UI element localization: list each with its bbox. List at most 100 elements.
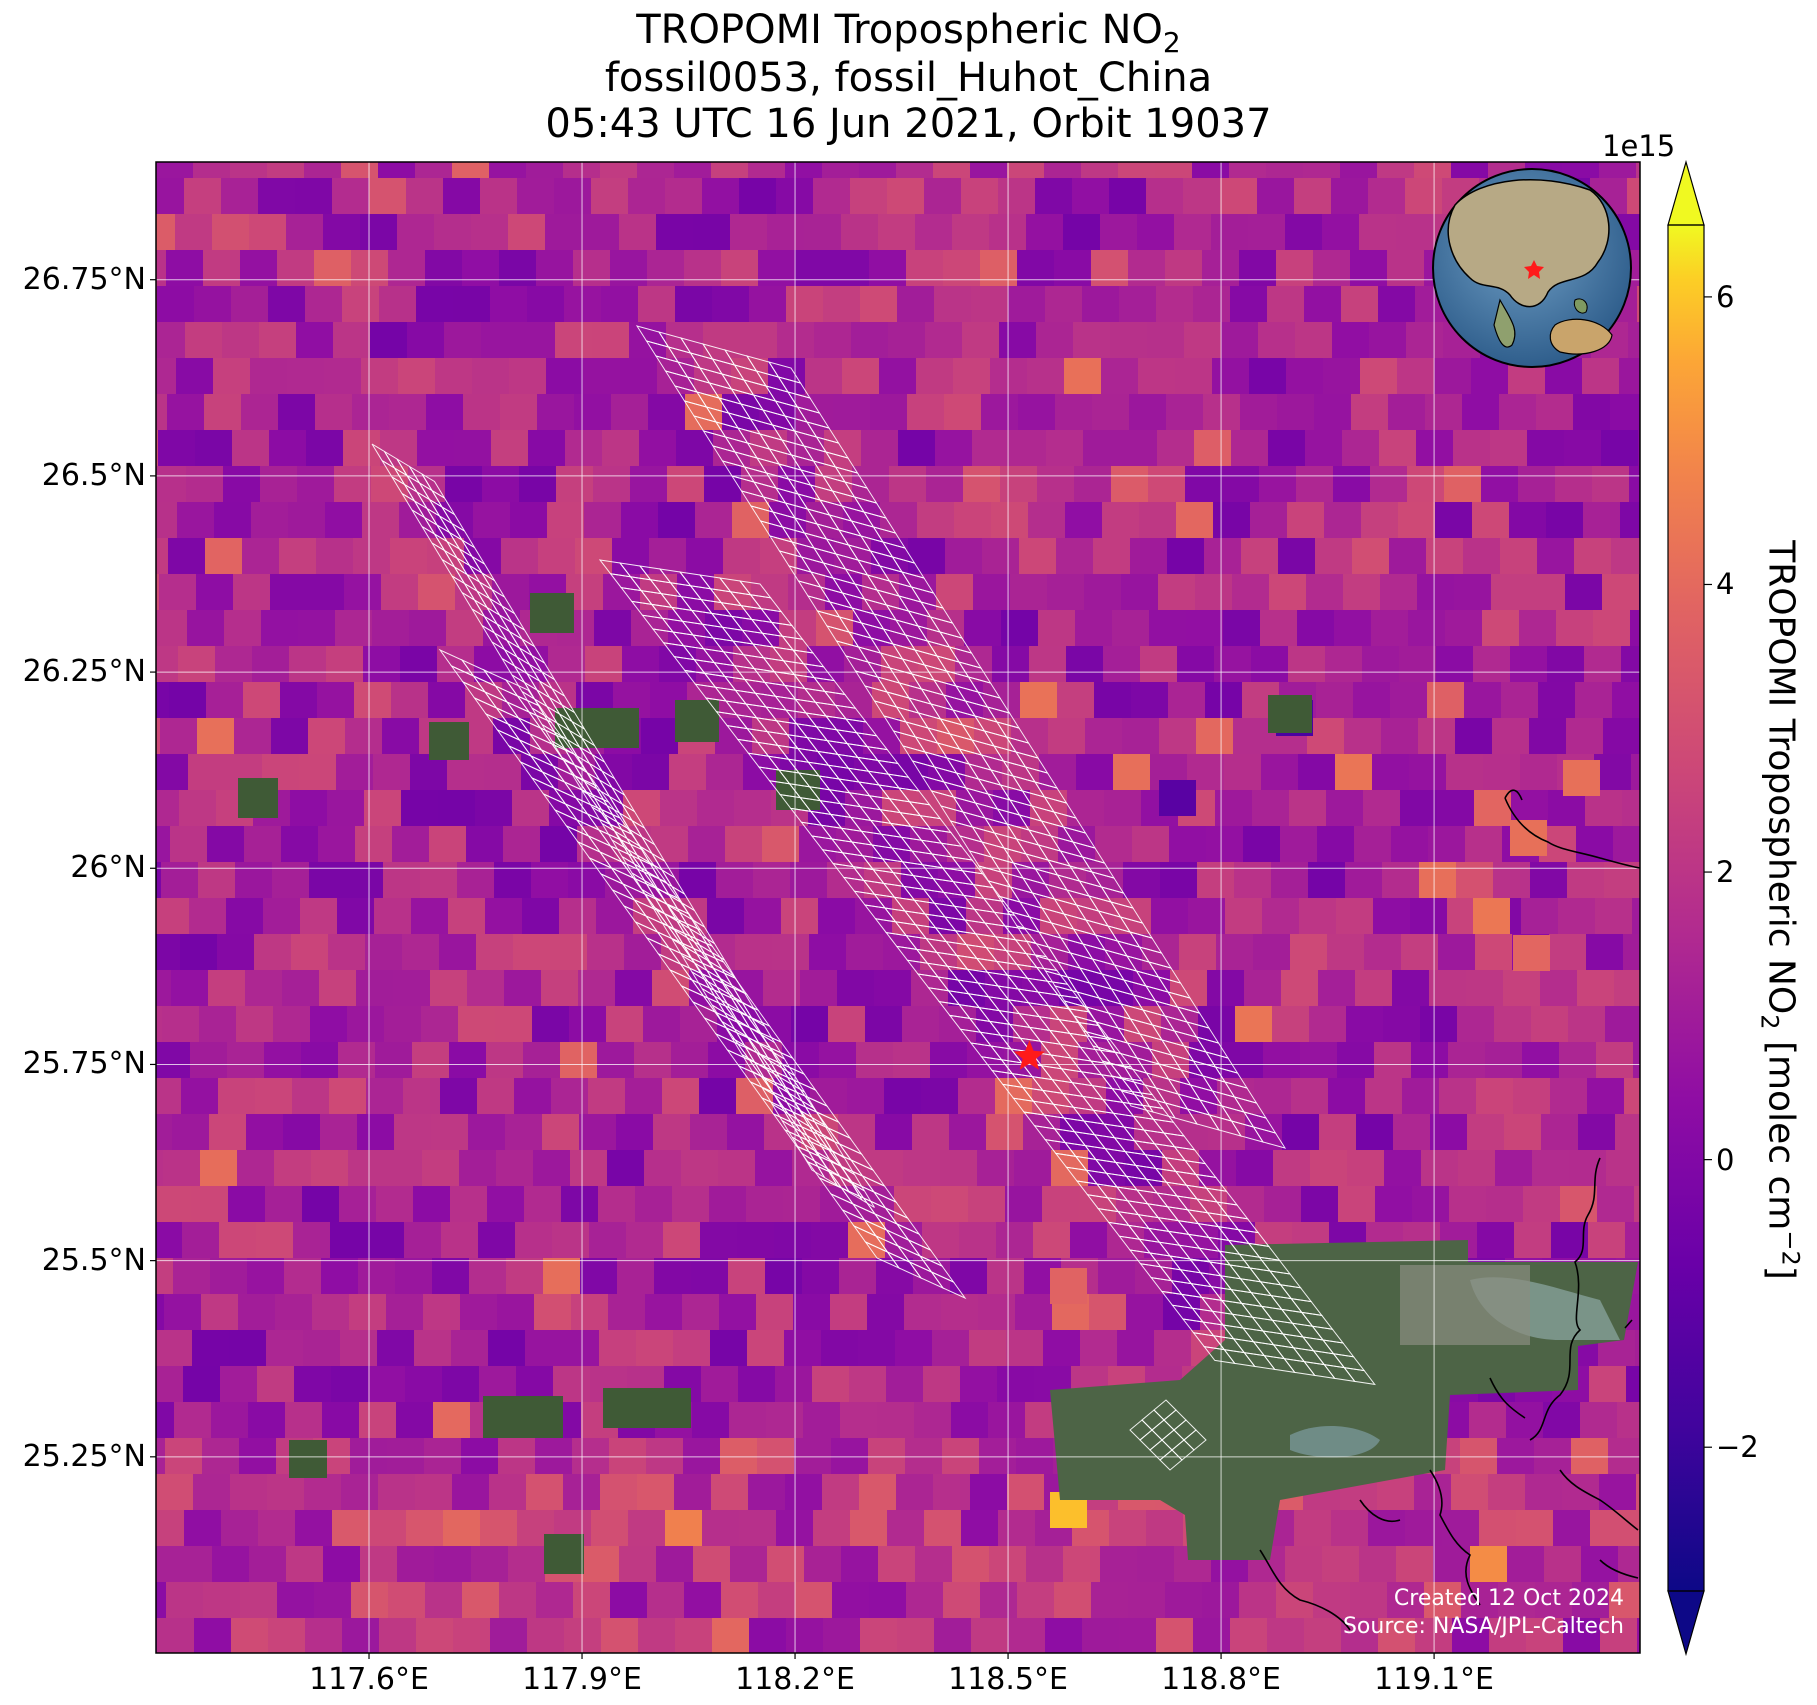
no2-pixel <box>156 574 160 611</box>
no2-pixel <box>1271 862 1309 899</box>
no2-pixel <box>708 1042 746 1079</box>
no2-pixel <box>718 1150 756 1187</box>
no2-pixel <box>653 1114 691 1151</box>
no2-pixel <box>721 250 759 287</box>
no2-pixel <box>447 754 485 791</box>
no2-pixel <box>1592 466 1630 503</box>
no2-pixel <box>248 1402 286 1439</box>
no2-pixel <box>1433 1546 1471 1583</box>
no2-pixel <box>1286 358 1324 395</box>
no2-pixel <box>897 1618 935 1653</box>
no2-pixel <box>1500 538 1538 575</box>
no2-pixel <box>1317 826 1355 863</box>
no2-pixel <box>758 1582 796 1619</box>
no2-pixel <box>278 394 316 431</box>
no2-pixel <box>1370 466 1408 503</box>
no2-pixel <box>1230 286 1268 323</box>
no2-pixel <box>981 394 1019 431</box>
no2-pixel <box>931 1186 969 1223</box>
no2-pixel <box>298 610 336 647</box>
no2-pixel <box>203 1582 241 1619</box>
no2-pixel <box>1161 1006 1199 1043</box>
no2-pixel <box>198 862 236 899</box>
coastline-segment <box>1359 1499 1401 1522</box>
no2-pixel <box>1416 430 1454 467</box>
no2-pixel <box>1621 646 1640 683</box>
no2-pixel <box>541 970 579 1007</box>
no2-pixel <box>608 1294 646 1331</box>
no2-pixel <box>658 502 696 539</box>
target-star-marker[interactable] <box>1013 1040 1045 1070</box>
no2-pixel <box>672 1186 710 1223</box>
no2-pixel <box>271 718 309 755</box>
no2-pixel <box>223 466 261 503</box>
no2-pixel <box>673 1330 711 1367</box>
no2-pixel <box>1067 790 1105 827</box>
no2-pixel <box>491 430 529 467</box>
colorbar-label-subscript: 2 <box>1755 1014 1784 1030</box>
no2-pixel <box>1602 574 1640 611</box>
no2-pixel <box>916 358 954 395</box>
no2-pixel <box>156 934 181 971</box>
no2-pixel <box>546 358 584 395</box>
no2-pixel <box>763 970 801 1007</box>
no2-pixel <box>853 610 891 647</box>
no2-pixel <box>404 1222 442 1259</box>
no2-pixel <box>1045 286 1083 323</box>
no2-pixel <box>688 826 726 863</box>
no2-pixel <box>1614 970 1640 1007</box>
no2-pixel <box>834 538 872 575</box>
no2-pixel <box>592 322 630 359</box>
no2-pixel <box>534 1294 572 1331</box>
no2-pixel <box>1352 538 1390 575</box>
no2-pixel <box>561 1186 599 1223</box>
no2-pixel <box>101 214 139 251</box>
no2-pixel <box>299 754 337 791</box>
no2-pixel <box>1387 250 1425 287</box>
no2-pixel <box>1257 178 1295 215</box>
no2-pixel <box>532 1006 570 1043</box>
no2-pixel <box>484 754 522 791</box>
no2-pixel <box>1609 1582 1640 1619</box>
no2-pixel <box>1044 162 1082 179</box>
no2-pixel <box>369 178 407 215</box>
no2-pixel <box>185 1654 223 1691</box>
coastline-segment <box>1259 1549 1351 1631</box>
no2-pixel <box>860 1618 898 1653</box>
no2-pixel <box>156 1510 185 1547</box>
no2-pixel <box>497 1294 535 1331</box>
coastline <box>1259 789 1640 1631</box>
no2-pixel <box>753 862 791 899</box>
no2-pixel <box>110 1510 148 1547</box>
no2-pixel <box>1464 682 1502 719</box>
no2-pixel <box>215 646 253 683</box>
no2-pixel <box>747 1330 785 1367</box>
no2-pixel <box>1104 790 1142 827</box>
no2-pixel <box>1341 1618 1379 1653</box>
no2-pixel <box>735 934 773 971</box>
no2-pixel <box>659 646 697 683</box>
no2-pixel <box>289 646 327 683</box>
no2-pixel <box>249 214 287 251</box>
no2-pixel <box>286 1546 324 1583</box>
no2-pixel <box>312 1294 350 1331</box>
no2-pixel <box>1615 1114 1640 1151</box>
no2-pixel <box>244 826 282 863</box>
no2-pixel <box>1424 1582 1462 1619</box>
no2-pixel <box>1204 538 1242 575</box>
no2-pixel <box>258 178 296 215</box>
no2-pixel <box>1155 162 1193 179</box>
no2-pixel <box>1397 358 1435 395</box>
satellite-patch <box>555 708 639 748</box>
no2-pixel <box>669 754 707 791</box>
no2-pixel <box>254 934 292 971</box>
no2-pixel <box>922 1222 960 1259</box>
no2-pixel <box>156 178 185 215</box>
no2-pixel <box>246 1114 284 1151</box>
no2-pixel <box>395 1258 433 1295</box>
no2-pixel <box>1017 1582 1055 1619</box>
satellite-patch <box>238 778 278 818</box>
no2-pixel <box>680 1006 718 1043</box>
no2-pixel <box>231 286 269 323</box>
